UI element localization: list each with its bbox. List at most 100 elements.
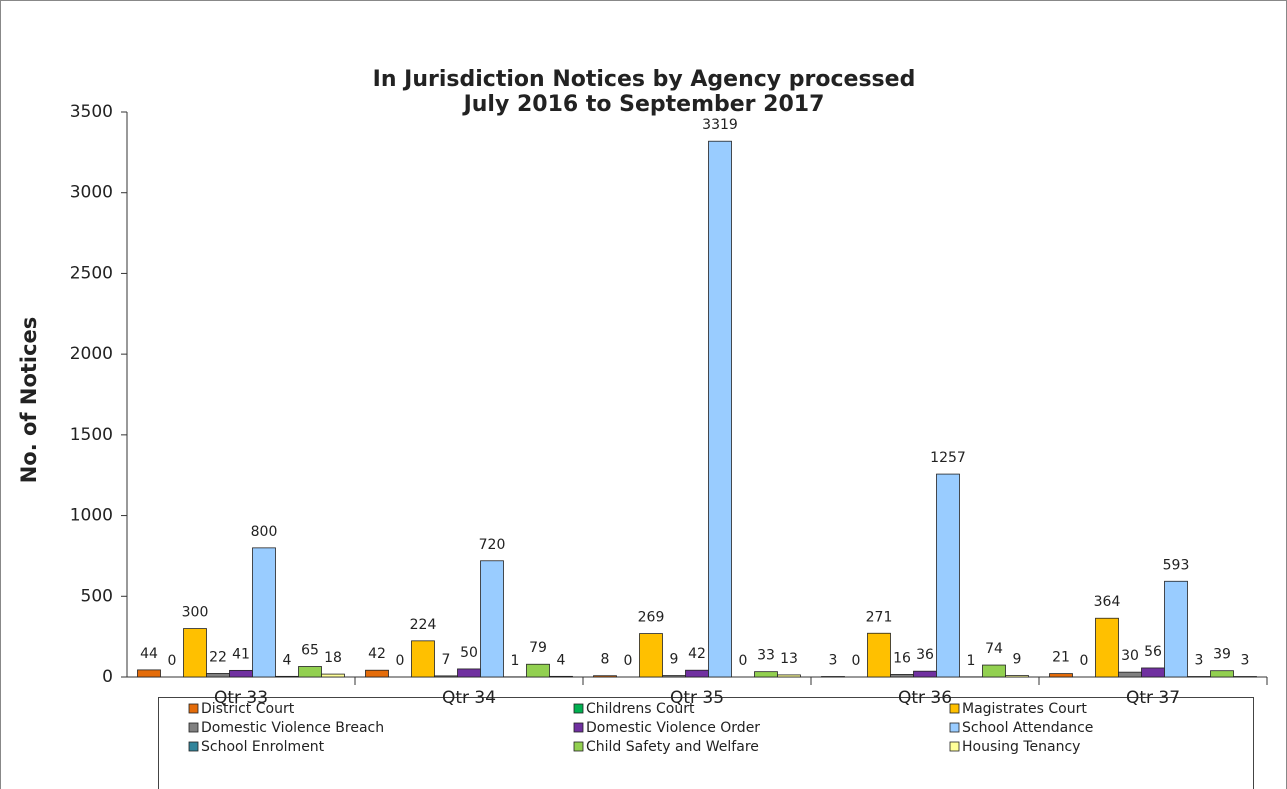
bar	[411, 640, 435, 678]
legend-swatch	[188, 722, 199, 733]
bar	[754, 671, 778, 678]
value-label: 4	[557, 652, 566, 668]
bar	[434, 675, 458, 678]
bar	[708, 140, 732, 678]
bar	[1095, 617, 1119, 678]
bar	[1118, 671, 1142, 678]
bar	[662, 675, 686, 678]
value-label: 271	[866, 609, 893, 625]
legend-swatch	[949, 741, 960, 752]
bar	[526, 663, 550, 678]
bar	[457, 668, 481, 678]
y-tick-label: 2000	[70, 344, 113, 364]
bar	[777, 674, 801, 678]
bar	[549, 675, 573, 678]
value-label: 593	[1163, 557, 1190, 573]
bar	[275, 675, 299, 678]
bar	[1210, 670, 1234, 678]
legend-label: District Court	[201, 701, 295, 717]
value-label: 56	[1144, 644, 1162, 660]
legend-label: Child Safety and Welfare	[586, 739, 759, 755]
chart-title: In Jurisdiction Notices by Agency proces…	[373, 67, 916, 92]
value-label: 42	[688, 646, 706, 662]
value-label: 50	[460, 645, 478, 661]
legend-swatch	[188, 703, 199, 714]
y-tick-label: 2500	[70, 263, 113, 283]
value-label: 9	[1013, 652, 1022, 668]
chart-title: July 2016 to September 2017	[462, 92, 825, 117]
bar	[1049, 673, 1073, 678]
value-label: 30	[1121, 648, 1139, 664]
bar	[183, 628, 207, 678]
bar	[890, 674, 914, 678]
value-label: 39	[1213, 647, 1231, 663]
x-tick-label: Qtr 35	[670, 688, 724, 708]
value-label: 0	[168, 653, 177, 669]
legend-label: Childrens Court	[586, 701, 695, 717]
x-tick-label: Qtr 33	[214, 688, 268, 708]
value-label: 1	[511, 653, 520, 669]
value-label: 44	[140, 646, 158, 662]
x-tick-label: Qtr 34	[442, 688, 496, 708]
value-label: 0	[1080, 653, 1089, 669]
bar	[298, 666, 322, 678]
value-label: 8	[601, 652, 610, 668]
bar	[685, 669, 709, 678]
legend-label: Domestic Violence Order	[586, 720, 760, 736]
bar	[1005, 675, 1029, 678]
legend-swatch	[949, 722, 960, 733]
bar	[639, 633, 663, 678]
bar	[982, 664, 1006, 678]
value-label: 0	[396, 653, 405, 669]
bar	[480, 560, 504, 678]
bar	[206, 673, 230, 678]
legend-swatch	[573, 741, 584, 752]
value-label: 1257	[930, 450, 966, 466]
legend-label: Housing Tenancy	[962, 739, 1080, 755]
value-label: 74	[985, 641, 1003, 657]
y-tick-label: 1000	[70, 506, 113, 526]
x-tick-label: Qtr 37	[1126, 688, 1180, 708]
y-tick-label: 0	[102, 667, 113, 687]
bar	[867, 632, 891, 678]
value-label: 33	[757, 648, 775, 664]
value-label: 3	[1241, 653, 1250, 669]
value-label: 800	[251, 524, 278, 540]
value-label: 41	[232, 646, 250, 662]
value-label: 300	[182, 605, 209, 621]
bar	[936, 473, 960, 678]
y-tick-label: 3000	[70, 183, 113, 203]
y-axis-label: No. of Notices	[17, 317, 41, 484]
value-label: 3	[829, 653, 838, 669]
bar	[321, 673, 345, 678]
value-label: 42	[368, 646, 386, 662]
value-label: 0	[852, 653, 861, 669]
value-label: 18	[324, 650, 342, 666]
bar	[365, 669, 389, 678]
legend-swatch	[188, 741, 199, 752]
value-label: 364	[1094, 594, 1121, 610]
legend	[158, 697, 1254, 789]
legend-swatch	[949, 703, 960, 714]
bar	[593, 675, 617, 678]
bar	[913, 670, 937, 678]
value-label: 4	[283, 652, 292, 668]
legend-swatch	[573, 722, 584, 733]
legend-label: School Enrolment	[201, 739, 325, 755]
bar	[252, 547, 276, 678]
value-label: 269	[638, 610, 665, 626]
value-label: 224	[410, 617, 437, 633]
bar	[1164, 580, 1188, 678]
value-label: 0	[624, 653, 633, 669]
value-label: 9	[670, 652, 679, 668]
y-tick-label: 1500	[70, 425, 113, 445]
value-label: 0	[739, 653, 748, 669]
legend-label: Domestic Violence Breach	[201, 720, 384, 736]
bar	[137, 669, 161, 678]
x-tick-label: Qtr 36	[898, 688, 952, 708]
value-label: 3	[1195, 653, 1204, 669]
value-label: 36	[916, 647, 934, 663]
value-label: 1	[967, 653, 976, 669]
legend-swatch	[573, 703, 584, 714]
value-label: 16	[893, 650, 911, 666]
